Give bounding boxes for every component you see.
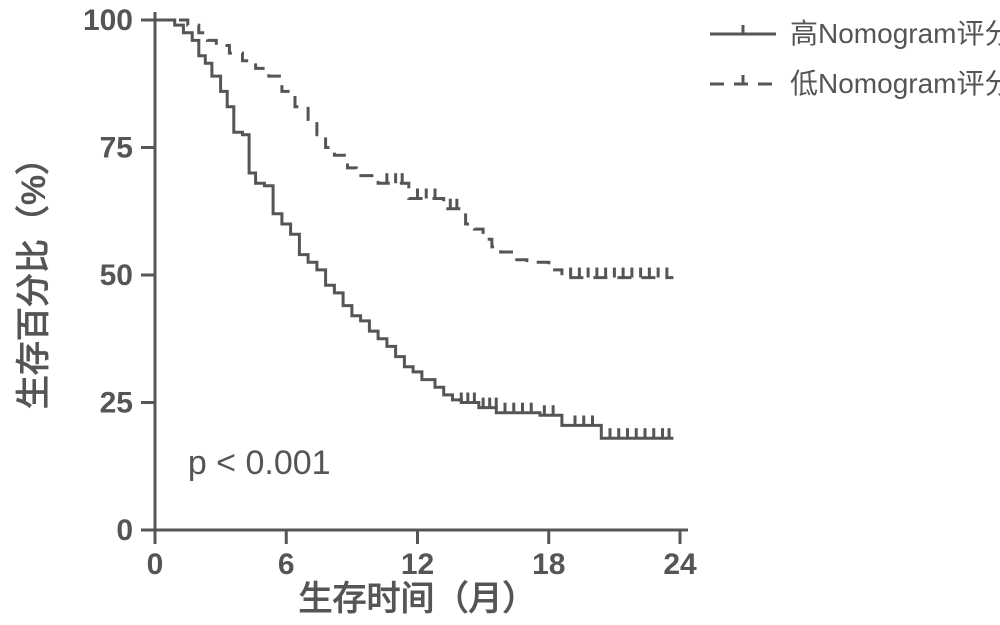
y-tick-label: 50 [100, 259, 133, 292]
x-axis-label: 生存时间（月） [299, 579, 537, 618]
chart-svg: 0 6 12 18 24 0 25 50 75 100 生存时间（月） 生存百分比（%） p < 0.0… [0, 0, 1000, 625]
x-tick-label: 0 [147, 548, 164, 581]
x-tick-label: 12 [401, 548, 434, 581]
x-tick-label: 6 [278, 548, 295, 581]
legend-label-1: 低Nomogram评分 [790, 68, 1000, 99]
y-tick-label: 25 [100, 387, 133, 420]
y-tick-label: 75 [100, 132, 133, 165]
y-tick-label: 0 [116, 514, 133, 547]
series-line-0 [155, 20, 673, 438]
p-value-text: p < 0.001 [188, 444, 331, 482]
y-axis-label: 生存百分比（%） [14, 141, 53, 409]
x-tick-label: 18 [532, 548, 565, 581]
y-tick-label: 100 [83, 4, 133, 37]
legend-label-0: 高Nomogram评分 [790, 18, 1000, 49]
survival-chart: 0 6 12 18 24 0 25 50 75 100 生存时间（月） 生存百分比（%） p < 0.0… [0, 0, 1000, 625]
series-line-1 [155, 20, 673, 278]
x-tick-label: 24 [663, 548, 697, 581]
